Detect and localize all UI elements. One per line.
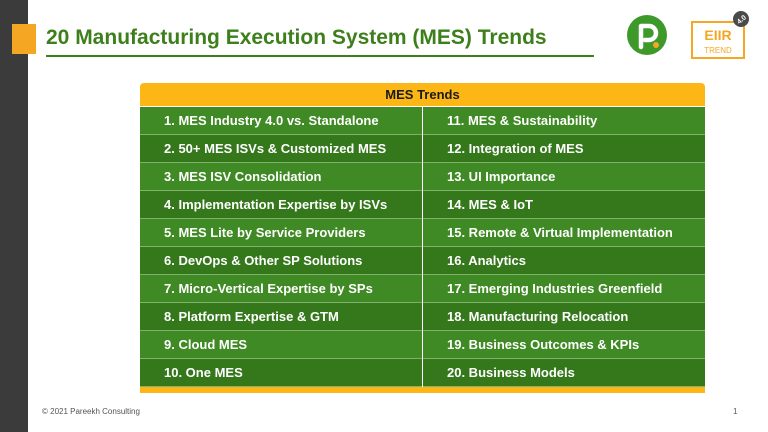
mes-trends-table: MES Trends 1. MES Industry 4.0 vs. Stand… [140,83,705,393]
trend-item: 1. MES Industry 4.0 vs. Standalone [140,107,422,135]
trend-item: 12. Integration of MES [423,135,705,163]
title-underline [46,55,594,57]
eiir-text: EIIR [704,27,731,43]
trend-item: 18. Manufacturing Relocation [423,303,705,331]
trend-item: 10. One MES [140,359,422,387]
slide-title: 20 Manufacturing Execution System (MES) … [46,26,547,49]
pareekh-logo-icon [627,15,667,55]
trend-item: 16. Analytics [423,247,705,275]
title-accent-marker [12,24,36,54]
trend-item: 4. Implementation Expertise by ISVs [140,191,422,219]
trend-item: 2. 50+ MES ISVs & Customized MES [140,135,422,163]
trend-item: 9. Cloud MES [140,331,422,359]
copyright-text: © 2021 Pareekh Consulting [42,407,140,416]
page-number: 1 [733,407,738,416]
trend-item: 13. UI Importance [423,163,705,191]
left-column: 1. MES Industry 4.0 vs. Standalone 2. 50… [140,107,422,387]
table-footer-bar [140,387,705,393]
trend-item: 6. DevOps & Other SP Solutions [140,247,422,275]
trend-item: 17. Emerging Industries Greenfield [423,275,705,303]
right-column: 11. MES & Sustainability 12. Integration… [422,107,705,387]
trend-item: 8. Platform Expertise & GTM [140,303,422,331]
trend-item: 20. Business Models [423,359,705,387]
trend-item: 11. MES & Sustainability [423,107,705,135]
trend-item: 7. Micro-Vertical Expertise by SPs [140,275,422,303]
eiir-trend-logo: EIIR TREND 4.0 [691,11,749,59]
table-header: MES Trends [140,83,705,107]
trend-item: 3. MES ISV Consolidation [140,163,422,191]
left-sidebar-strip [0,0,28,432]
version-badge: 4.0 [736,14,748,26]
trend-item: 15. Remote & Virtual Implementation [423,219,705,247]
trend-item: 14. MES & IoT [423,191,705,219]
trend-text: TREND [704,46,732,55]
trend-item: 19. Business Outcomes & KPIs [423,331,705,359]
table-body: 1. MES Industry 4.0 vs. Standalone 2. 50… [140,107,705,387]
trend-item: 5. MES Lite by Service Providers [140,219,422,247]
